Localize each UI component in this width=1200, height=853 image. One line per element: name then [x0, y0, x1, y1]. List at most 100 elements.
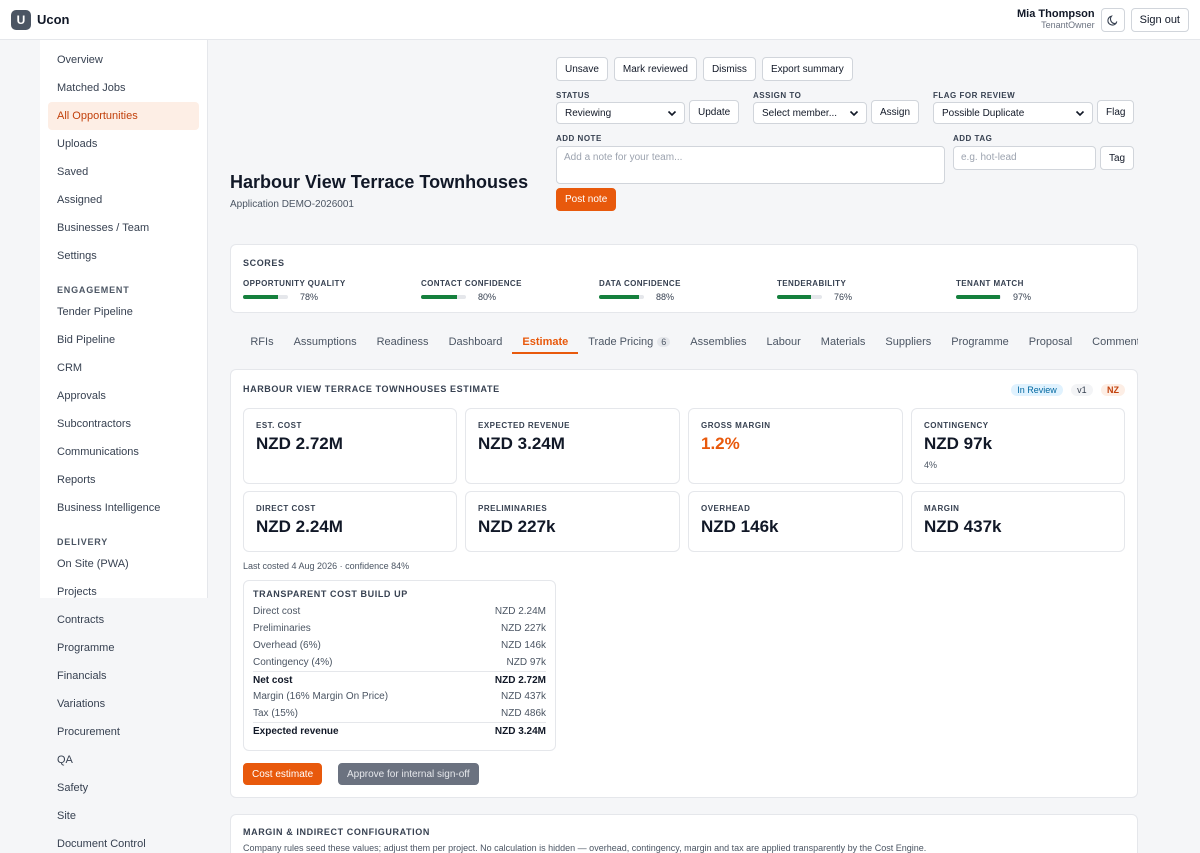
tab-assumptions[interactable]: Assumptions	[293, 336, 357, 348]
metric-label: EST. COST	[256, 421, 302, 430]
cost-build-up-heading: TRANSPARENT COST BUILD UP	[253, 589, 408, 599]
score-label: CONTACT CONFIDENCE	[421, 279, 522, 288]
sidebar-item-uploads[interactable]: Uploads	[57, 138, 98, 150]
score-tenant-match: TENANT MATCH 97%	[956, 279, 1076, 302]
tab-programme[interactable]: Programme	[951, 336, 1009, 348]
page-title: Harbour View Terrace Townhouses	[230, 172, 529, 192]
sidebar-item-variations[interactable]: Variations	[57, 698, 106, 710]
tab-trade-pricing-label: Trade Pricing	[588, 336, 654, 348]
app-name[interactable]: Ucon	[37, 12, 70, 27]
top-bar: U Ucon Mia Thompson TenantOwner Sign out	[0, 0, 1200, 40]
sign-out-button[interactable]: Sign out	[1130, 7, 1189, 32]
app-logo[interactable]: U	[11, 9, 31, 30]
tag-button[interactable]: Tag	[1100, 146, 1135, 170]
sidebar-item-programme[interactable]: Programme	[57, 642, 115, 654]
score-bar	[243, 295, 288, 299]
sidebar-item-crm[interactable]: CRM	[57, 362, 83, 374]
sidebar-item-contracts[interactable]: Contracts	[57, 614, 105, 626]
score-label: DATA CONFIDENCE	[599, 279, 681, 288]
score-bar-fill	[956, 295, 1000, 299]
flag-select-value: Possible Duplicate	[942, 107, 1025, 119]
score-opportunity-quality: OPPORTUNITY QUALITY 78%	[243, 279, 363, 302]
note-textarea[interactable]: Add a note for your team...	[556, 146, 945, 184]
flag-for-review-label: FLAG FOR REVIEW	[933, 91, 1016, 100]
tab-rfis[interactable]: RFIs	[250, 336, 274, 348]
page-header: Harbour View Terrace Townhouses Applicat…	[230, 172, 528, 210]
score-label: TENDERABILITY	[777, 279, 847, 288]
sidebar-item-subcontractors[interactable]: Subcontractors	[57, 418, 131, 430]
scores-heading: SCORES	[243, 258, 285, 268]
flag-button[interactable]: Flag	[1097, 100, 1135, 124]
metric-expected-revenue: EXPECTED REVENUE NZD 3.24M	[465, 408, 680, 484]
cost-estimate-button[interactable]: Cost estimate	[243, 763, 323, 785]
estimate-badges: In Review v1 NZ	[1006, 382, 1125, 396]
margin-config-heading: MARGIN & INDIRECT CONFIGURATION	[243, 827, 430, 837]
tab-proposal[interactable]: Proposal	[1028, 336, 1073, 348]
post-note-button[interactable]: Post note	[556, 188, 617, 211]
sidebar-item-procurement[interactable]: Procurement	[57, 726, 120, 738]
sidebar-section-delivery: DELIVERY	[57, 537, 109, 547]
sidebar-item-assigned[interactable]: Assigned	[57, 194, 103, 206]
build-row-label: Net cost	[253, 674, 293, 686]
assign-button[interactable]: Assign	[871, 100, 920, 124]
metric-sub: 4%	[924, 460, 938, 470]
score-bar-fill	[599, 295, 639, 299]
tab-suppliers[interactable]: Suppliers	[885, 336, 932, 348]
sidebar-item-bid-pipeline[interactable]: Bid Pipeline	[57, 334, 116, 346]
moon-icon	[1107, 14, 1117, 26]
sidebar-item-projects[interactable]: Projects	[57, 586, 97, 598]
tab-assemblies[interactable]: Assemblies	[690, 336, 747, 348]
sidebar-item-site[interactable]: Site	[57, 810, 76, 822]
sidebar-item-saved[interactable]: Saved	[57, 166, 89, 178]
approve-internal-signoff-button[interactable]: Approve for internal sign-off	[338, 763, 479, 785]
build-row-value: NZD 227k	[500, 623, 546, 634]
sidebar-item-safety[interactable]: Safety	[57, 782, 89, 794]
assign-member-select[interactable]: Select member...	[753, 102, 867, 124]
tag-input[interactable]: e.g. hot-lead	[953, 146, 1096, 170]
tab-estimate[interactable]: Estimate	[512, 330, 579, 354]
sidebar-item-business-intelligence[interactable]: Business Intelligence	[57, 502, 161, 514]
sidebar-item-reports[interactable]: Reports	[57, 474, 96, 486]
chevron-down-icon	[1075, 110, 1085, 117]
sidebar-item-businesses-team[interactable]: Businesses / Team	[57, 222, 150, 234]
mark-reviewed-button[interactable]: Mark reviewed	[613, 57, 697, 81]
theme-toggle-button[interactable]	[1100, 7, 1125, 32]
dismiss-button[interactable]: Dismiss	[702, 57, 756, 81]
metric-label: EXPECTED REVENUE	[478, 421, 571, 430]
user-info: Mia Thompson TenantOwner	[1017, 8, 1095, 31]
sidebar-item-document-control[interactable]: Document Control	[57, 838, 146, 850]
score-bar-fill	[777, 295, 812, 299]
sidebar-item-all-opportunities[interactable]: All Opportunities	[48, 102, 199, 130]
tab-dashboard[interactable]: Dashboard	[448, 336, 503, 348]
status-label: STATUS	[556, 91, 590, 100]
flag-reason-select[interactable]: Possible Duplicate	[933, 102, 1093, 124]
sidebar-item-approvals[interactable]: Approvals	[57, 390, 106, 402]
status-select[interactable]: Reviewing	[556, 102, 685, 124]
build-row-contingency: Contingency (4%) NZD 97k	[253, 654, 546, 671]
export-summary-button[interactable]: Export summary	[761, 57, 853, 81]
sidebar-item-communications[interactable]: Communications	[57, 446, 139, 458]
tab-comments[interactable]: Comments	[1092, 336, 1138, 348]
sidebar-item-financials[interactable]: Financials	[57, 670, 107, 682]
tab-trade-pricing[interactable]: Trade Pricing 6	[578, 330, 680, 354]
tab-readiness[interactable]: Readiness	[376, 336, 429, 348]
update-button[interactable]: Update	[689, 100, 740, 124]
metric-value: NZD 227k	[478, 517, 556, 536]
tab-labour[interactable]: Labour	[766, 336, 801, 348]
score-bar	[421, 295, 466, 299]
metric-label: GROSS MARGIN	[701, 421, 771, 430]
sidebar-item-matched-jobs[interactable]: Matched Jobs	[57, 82, 126, 94]
chevron-down-icon	[667, 110, 677, 117]
sidebar-item-on-site[interactable]: On Site (PWA)	[57, 558, 129, 570]
tab-materials[interactable]: Materials	[820, 336, 866, 348]
sidebar-item-overview[interactable]: Overview	[57, 54, 103, 66]
unsave-button[interactable]: Unsave	[556, 57, 608, 81]
build-row-overhead: Overhead (6%) NZD 146k	[253, 637, 546, 654]
score-value: 80%	[478, 292, 497, 302]
sidebar-item-qa[interactable]: QA	[57, 754, 73, 766]
sidebar-item-settings[interactable]: Settings	[57, 250, 97, 262]
build-row-direct-cost: Direct cost NZD 2.24M	[253, 603, 546, 620]
score-bar-fill	[421, 295, 457, 299]
sidebar-item-tender-pipeline[interactable]: Tender Pipeline	[57, 306, 133, 318]
tab-info[interactable]: Info	[230, 330, 240, 354]
